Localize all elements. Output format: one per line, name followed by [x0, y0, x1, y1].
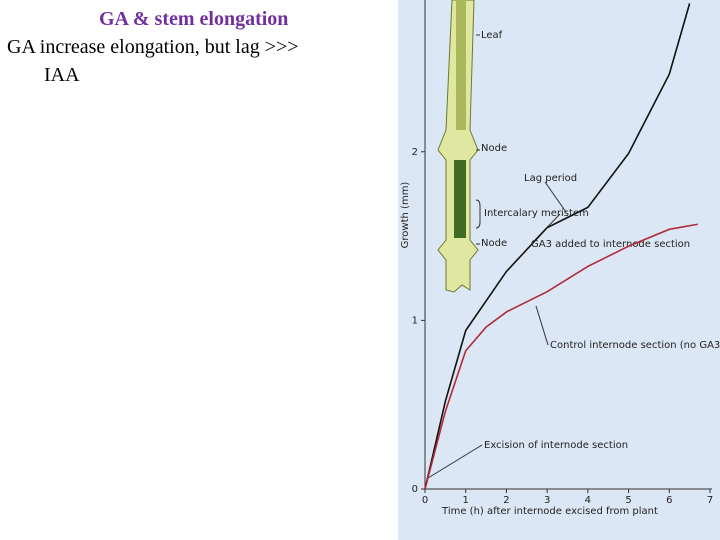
- legend-entry: Control internode section (no GA3 added): [550, 340, 720, 351]
- slide-text: GA increase elongation, but lag >>>: [7, 36, 299, 58]
- pointer: [427, 444, 483, 479]
- x-tick-label: 2: [503, 495, 509, 506]
- y-tick-label: 2: [412, 147, 418, 158]
- pointer: [544, 181, 567, 213]
- x-tick-label: 0: [422, 495, 428, 506]
- x-tick-label: 6: [666, 495, 672, 506]
- y-tick-label: 0: [412, 484, 418, 495]
- legend-entry: GA3 added to internode section: [531, 239, 690, 250]
- x-tick-label: 1: [463, 495, 469, 506]
- x-tick-label: 5: [625, 495, 631, 506]
- annotation: Node: [481, 143, 507, 154]
- x-axis-label: Time (h) after internode excised from pl…: [441, 506, 658, 517]
- pointer: [535, 305, 549, 346]
- slide-title: GA & stem elongation: [99, 8, 289, 30]
- stem-illustration: [437, 0, 481, 293]
- x-tick-label: 7: [707, 495, 713, 506]
- annotation: Excision of internode section: [484, 440, 628, 451]
- y-tick-label: 1: [412, 315, 418, 326]
- y-axis-label: Growth (mm): [400, 182, 411, 249]
- x-tick-label: 3: [544, 495, 550, 506]
- annotation: Node: [481, 238, 507, 249]
- annotation: Lag period: [524, 173, 577, 184]
- series-line: [424, 223, 698, 490]
- slide-text: IAA: [44, 64, 80, 86]
- annotation: Intercalary meristem: [484, 208, 589, 219]
- annotation: Leaf: [481, 30, 503, 41]
- series-line: [424, 3, 691, 490]
- x-tick-label: 4: [585, 495, 591, 506]
